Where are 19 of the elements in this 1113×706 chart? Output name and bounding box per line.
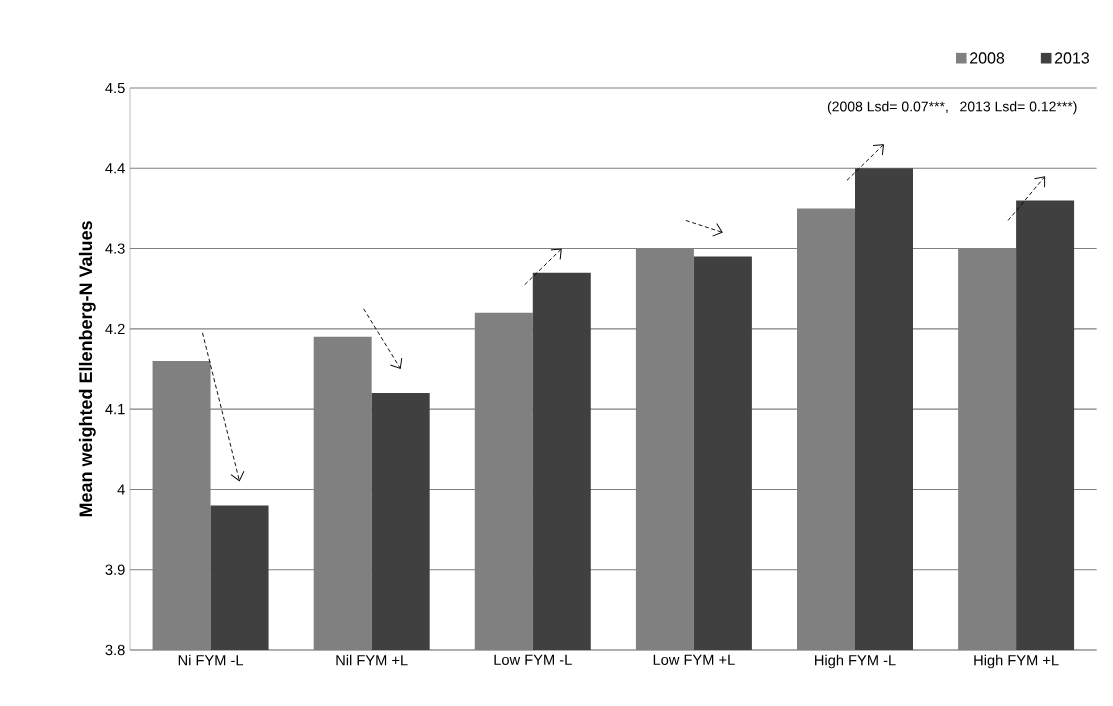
y-axis-title: Mean weighted Ellenberg-N Values — [78, 221, 96, 517]
annotation: (2008 Lsd= 0.07***, — [827, 101, 948, 115]
y-tick-label: 4.4 — [105, 163, 125, 174]
y-tick-label: 4.2 — [105, 323, 125, 334]
x-tick-label: High FYM -L — [815, 654, 896, 669]
x-tick-label: Low FYM +L — [653, 654, 735, 665]
x-tick-label: High FYM +L — [974, 654, 1059, 669]
y-tick-label: 4.5 — [105, 82, 125, 94]
x-tick-label: Nil FYM +L — [336, 654, 408, 666]
y-tick-label: 3.8 — [105, 644, 125, 656]
y-tick-label: 4.1 — [105, 404, 125, 415]
legend-label: 2008 — [970, 52, 1005, 64]
y-tick-label: 3.9 — [105, 564, 125, 575]
x-tick-label: Low FYM -L — [494, 654, 572, 665]
y-tick-label: 4.3 — [105, 243, 125, 254]
legend-label: 2013 — [1054, 52, 1090, 64]
annotation: 2013 Lsd= 0.12***) — [960, 101, 1077, 115]
x-tick-label: Ni FYM -L — [178, 654, 244, 666]
y-tick-label: 4 — [117, 484, 125, 495]
